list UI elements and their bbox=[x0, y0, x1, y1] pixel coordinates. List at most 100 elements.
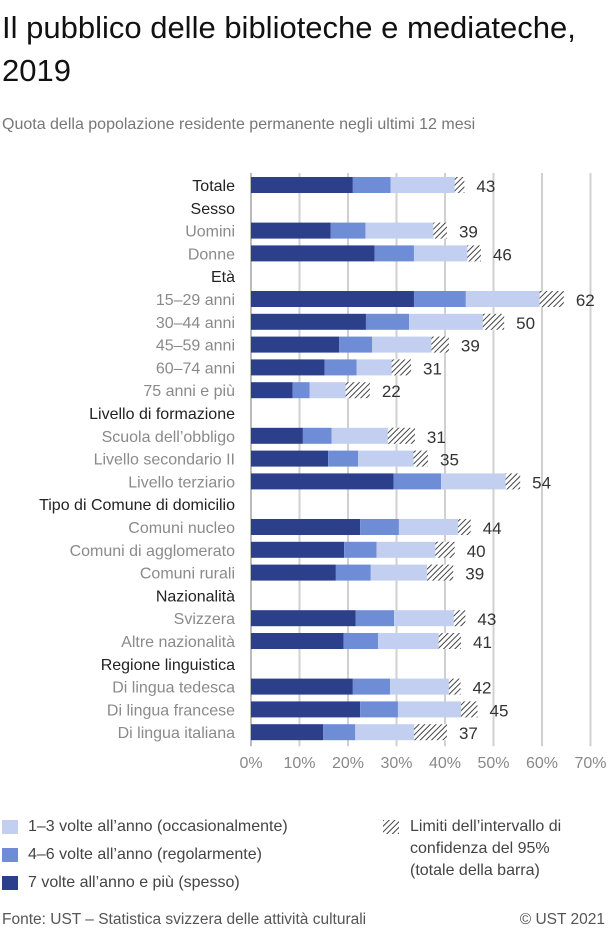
confidence-interval bbox=[461, 701, 478, 718]
row-label: 75 anni e più bbox=[143, 383, 235, 400]
value-label: 43 bbox=[477, 610, 496, 629]
bar-regolarmente bbox=[339, 336, 373, 353]
confidence-interval bbox=[387, 427, 415, 444]
row-label: Di lingua francese bbox=[107, 702, 235, 719]
value-label: 31 bbox=[427, 428, 446, 447]
row-label: Scuola dell’obbligo bbox=[102, 429, 236, 446]
bar-regolarmente bbox=[324, 359, 357, 376]
row-label: Totale bbox=[192, 178, 235, 195]
confidence-interval bbox=[438, 633, 462, 649]
bar-regolarmente bbox=[323, 724, 356, 741]
bar-spesso bbox=[251, 382, 293, 399]
bar-spesso bbox=[251, 359, 325, 376]
bar-regolarmente bbox=[360, 701, 398, 718]
row-label: 45–59 anni bbox=[156, 338, 235, 355]
bar-regolarmente bbox=[352, 177, 391, 193]
row-label: Livello secondario II bbox=[94, 452, 235, 469]
confidence-interval bbox=[454, 177, 465, 193]
bar-occasionalmente bbox=[358, 450, 421, 467]
row-label: Comuni nucleo bbox=[128, 520, 235, 537]
x-tick-label: 0% bbox=[239, 755, 262, 772]
bar-occasionalmente bbox=[370, 564, 441, 581]
bar-occasionalmente bbox=[413, 245, 475, 262]
row-label: Comuni di agglomerato bbox=[70, 543, 236, 560]
legend-regolarmente: 4–6 volte all’anno (regolarmente) bbox=[28, 846, 262, 863]
bar-chart: 0% 10% 20% 30% 40% 50% 60% 70% Totale 43 Sesso Uomi… bbox=[39, 173, 607, 772]
bar-spesso bbox=[251, 473, 394, 490]
confidence-interval bbox=[433, 222, 447, 239]
row-label: Regione linguistica bbox=[101, 657, 235, 674]
bar-regolarmente bbox=[352, 678, 391, 695]
row-label: Comuni rurali bbox=[140, 566, 235, 583]
bar-spesso bbox=[251, 564, 336, 581]
confidence-interval bbox=[345, 382, 370, 399]
confidence-interval bbox=[539, 291, 564, 307]
bar-occasionalmente bbox=[365, 222, 441, 239]
bar-occasionalmente bbox=[409, 313, 494, 330]
row-label: Età bbox=[211, 269, 235, 286]
x-tick-label: 40% bbox=[429, 755, 461, 772]
x-tick-label: 10% bbox=[283, 755, 315, 772]
bar-occasionalmente bbox=[441, 473, 513, 490]
row-label: Altre nazionalità bbox=[121, 634, 235, 651]
value-label: 41 bbox=[473, 633, 492, 652]
row-label: Livello di formazione bbox=[89, 406, 235, 423]
bar-occasionalmente bbox=[390, 678, 455, 695]
value-label: 40 bbox=[467, 542, 486, 561]
bar-spesso bbox=[251, 724, 324, 741]
confidence-interval bbox=[448, 678, 461, 695]
confidence-interval bbox=[391, 359, 412, 376]
value-label: 42 bbox=[473, 679, 492, 698]
value-label: 46 bbox=[493, 245, 512, 264]
confidence-interval bbox=[413, 724, 447, 741]
value-label: 45 bbox=[489, 701, 508, 720]
value-label: 44 bbox=[483, 519, 502, 538]
bar-spesso bbox=[251, 541, 345, 558]
bar-regolarmente bbox=[344, 541, 377, 558]
bar-occasionalmente bbox=[394, 610, 460, 627]
bar-regolarmente bbox=[365, 313, 410, 330]
bar-spesso bbox=[251, 610, 356, 627]
bar-regolarmente bbox=[343, 633, 379, 649]
value-label: 35 bbox=[440, 451, 459, 470]
bar-spesso bbox=[251, 313, 366, 330]
legend-ci-line: confidenza del 95% bbox=[410, 840, 550, 857]
bar-occasionalmente bbox=[397, 701, 470, 718]
bar-occasionalmente bbox=[356, 359, 402, 376]
bar-regolarmente bbox=[374, 245, 414, 262]
legend-swatch-spesso bbox=[2, 876, 18, 890]
value-label: 54 bbox=[532, 473, 551, 492]
bar-spesso bbox=[251, 678, 353, 695]
confidence-interval bbox=[431, 336, 449, 353]
row-label: Uomini bbox=[185, 224, 235, 241]
bar-spesso bbox=[251, 633, 344, 649]
confidence-interval bbox=[467, 245, 481, 262]
bar-occasionalmente bbox=[398, 519, 465, 535]
value-label: 22 bbox=[382, 382, 401, 401]
row-label: 60–74 anni bbox=[156, 360, 235, 377]
bar-regolarmente bbox=[355, 610, 395, 627]
bar-regolarmente bbox=[393, 473, 442, 490]
bar-spesso bbox=[251, 336, 340, 353]
x-tick-label: 50% bbox=[477, 755, 509, 772]
row-label: Livello terziario bbox=[128, 474, 235, 491]
confidence-interval bbox=[427, 564, 454, 581]
confidence-interval bbox=[413, 450, 429, 467]
row-label: Nazionalità bbox=[156, 588, 235, 605]
bar-occasionalmente bbox=[378, 633, 450, 649]
bar-regolarmente bbox=[330, 222, 366, 239]
x-tick-label: 20% bbox=[332, 755, 364, 772]
row-label: 15–29 anni bbox=[156, 292, 235, 309]
confidence-interval bbox=[505, 473, 521, 490]
row-label: Di lingua italiana bbox=[118, 725, 236, 742]
bar-spesso bbox=[251, 245, 375, 262]
confidence-interval bbox=[453, 610, 466, 627]
confidence-interval bbox=[482, 313, 505, 330]
bar-occasionalmente bbox=[331, 427, 402, 444]
row-label: Sesso bbox=[191, 201, 236, 218]
bar-spesso bbox=[251, 291, 414, 307]
legend-spesso: 7 volte all’anno e più (spesso) bbox=[28, 874, 240, 891]
value-label: 37 bbox=[459, 724, 478, 743]
row-label: Donne bbox=[188, 246, 235, 263]
